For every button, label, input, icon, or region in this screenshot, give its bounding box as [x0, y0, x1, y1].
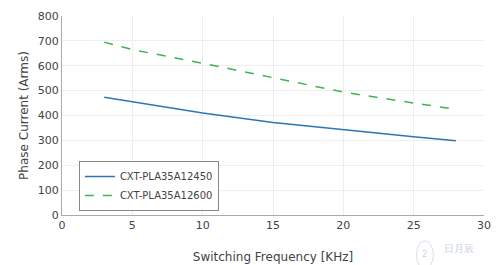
- svg-text:Switching Frequency [KHz]: Switching Frequency [KHz]: [193, 250, 353, 264]
- svg-text:CXT-PLA35A12450: CXT-PLA35A12450: [120, 171, 213, 182]
- svg-text:600: 600: [38, 60, 59, 73]
- svg-text:100: 100: [38, 184, 59, 197]
- svg-text:700: 700: [38, 35, 59, 48]
- svg-text:CXT-PLA35A12600: CXT-PLA35A12600: [120, 190, 213, 201]
- svg-text:30: 30: [477, 219, 491, 232]
- svg-text:日月辰: 日月辰: [444, 243, 474, 254]
- svg-text:400: 400: [38, 109, 59, 122]
- svg-text:0: 0: [52, 209, 59, 222]
- svg-text:10: 10: [196, 219, 210, 232]
- svg-text:300: 300: [38, 134, 59, 147]
- svg-text:500: 500: [38, 84, 59, 97]
- svg-text:Phase Current (Arms): Phase Current (Arms): [17, 51, 31, 180]
- svg-text:20: 20: [336, 219, 350, 232]
- svg-text:200: 200: [38, 159, 59, 172]
- svg-text:2: 2: [422, 250, 427, 259]
- svg-text:800: 800: [38, 10, 59, 23]
- svg-text:25: 25: [407, 219, 421, 232]
- svg-text:5: 5: [129, 219, 136, 232]
- svg-text:15: 15: [266, 219, 280, 232]
- svg-text:0: 0: [59, 219, 66, 232]
